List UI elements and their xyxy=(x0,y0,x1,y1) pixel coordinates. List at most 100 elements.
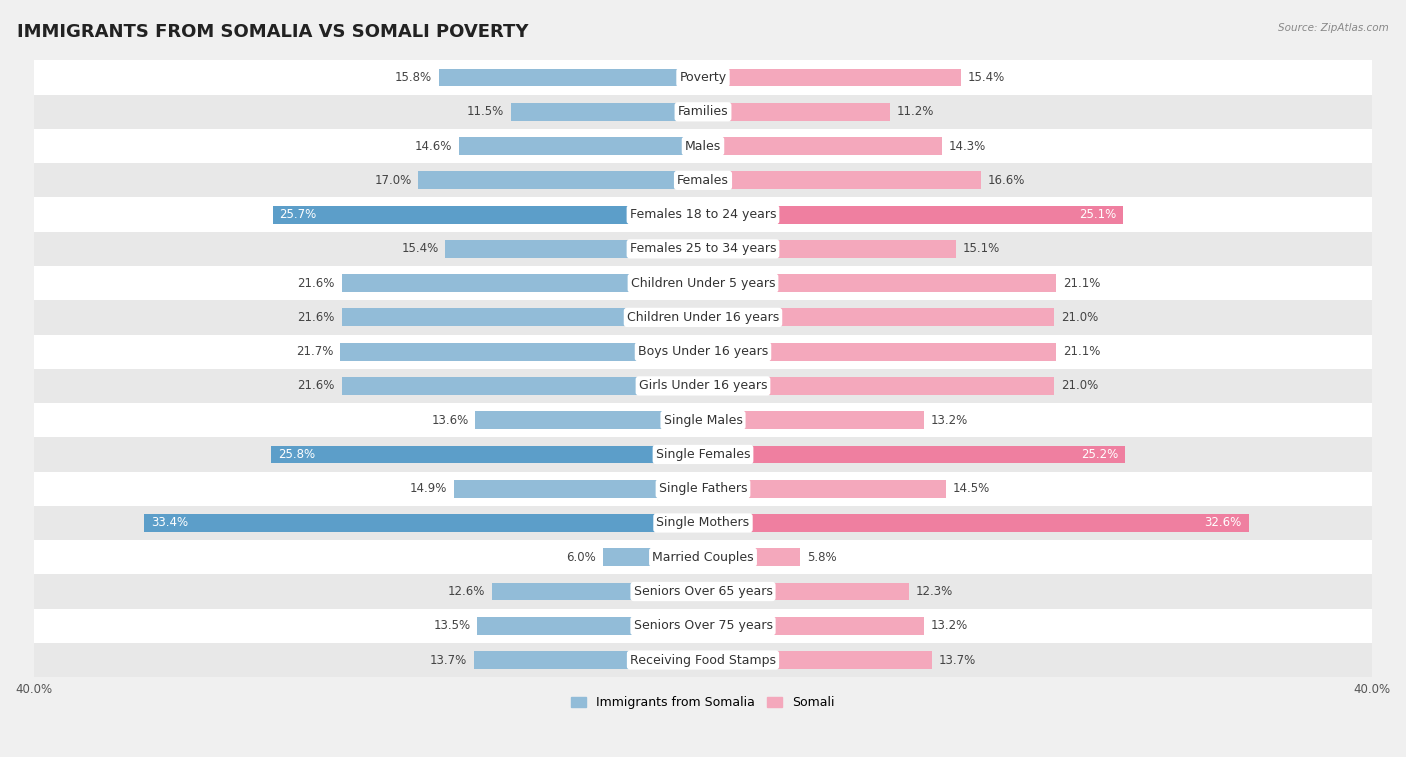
Text: 14.9%: 14.9% xyxy=(409,482,447,495)
Bar xyxy=(703,240,956,258)
Bar xyxy=(143,514,703,532)
Text: 21.6%: 21.6% xyxy=(298,276,335,290)
Text: 11.2%: 11.2% xyxy=(897,105,935,118)
Text: IMMIGRANTS FROM SOMALIA VS SOMALI POVERTY: IMMIGRANTS FROM SOMALIA VS SOMALI POVERT… xyxy=(17,23,529,41)
Bar xyxy=(34,472,1372,506)
Text: 17.0%: 17.0% xyxy=(374,174,412,187)
Bar xyxy=(703,548,800,566)
Bar xyxy=(34,301,1372,335)
Bar xyxy=(703,377,1054,395)
Text: Receiving Food Stamps: Receiving Food Stamps xyxy=(630,653,776,666)
Bar xyxy=(342,309,703,326)
Text: 13.7%: 13.7% xyxy=(430,653,467,666)
Bar xyxy=(703,69,960,86)
Text: Boys Under 16 years: Boys Under 16 years xyxy=(638,345,768,358)
Text: Married Couples: Married Couples xyxy=(652,551,754,564)
Text: 25.2%: 25.2% xyxy=(1081,448,1118,461)
Text: Children Under 16 years: Children Under 16 years xyxy=(627,311,779,324)
Bar xyxy=(446,240,703,258)
Bar xyxy=(340,343,703,360)
Text: Males: Males xyxy=(685,139,721,153)
Bar xyxy=(454,480,703,497)
Text: 13.2%: 13.2% xyxy=(931,413,967,427)
Text: Single Males: Single Males xyxy=(664,413,742,427)
Bar xyxy=(34,369,1372,403)
Text: 15.1%: 15.1% xyxy=(963,242,1000,255)
Bar xyxy=(34,438,1372,472)
Text: 14.5%: 14.5% xyxy=(952,482,990,495)
Text: 13.2%: 13.2% xyxy=(931,619,967,632)
Text: 25.8%: 25.8% xyxy=(278,448,315,461)
Text: 13.7%: 13.7% xyxy=(939,653,976,666)
Text: 15.8%: 15.8% xyxy=(395,71,432,84)
Bar xyxy=(34,643,1372,678)
Text: Single Fathers: Single Fathers xyxy=(659,482,747,495)
Text: 15.4%: 15.4% xyxy=(401,242,439,255)
Text: 21.1%: 21.1% xyxy=(1063,276,1101,290)
Text: 32.6%: 32.6% xyxy=(1205,516,1241,529)
Text: 21.6%: 21.6% xyxy=(298,311,335,324)
Text: 12.6%: 12.6% xyxy=(449,585,485,598)
Text: 13.5%: 13.5% xyxy=(433,619,471,632)
Text: Single Mothers: Single Mothers xyxy=(657,516,749,529)
Bar xyxy=(703,446,1125,463)
Bar xyxy=(34,266,1372,301)
Text: 14.3%: 14.3% xyxy=(949,139,986,153)
Bar xyxy=(703,343,1056,360)
Bar xyxy=(703,583,908,600)
Bar xyxy=(703,480,946,497)
Text: 21.6%: 21.6% xyxy=(298,379,335,392)
Text: Seniors Over 65 years: Seniors Over 65 years xyxy=(634,585,772,598)
Bar xyxy=(34,95,1372,129)
Bar xyxy=(34,506,1372,540)
Text: 15.4%: 15.4% xyxy=(967,71,1005,84)
Bar xyxy=(34,129,1372,164)
Text: Females: Females xyxy=(678,174,728,187)
Text: Girls Under 16 years: Girls Under 16 years xyxy=(638,379,768,392)
Bar xyxy=(703,309,1054,326)
Bar xyxy=(603,548,703,566)
Text: Families: Families xyxy=(678,105,728,118)
Bar xyxy=(510,103,703,120)
Bar xyxy=(703,651,932,669)
Text: Poverty: Poverty xyxy=(679,71,727,84)
Text: Seniors Over 75 years: Seniors Over 75 years xyxy=(634,619,772,632)
Bar xyxy=(475,411,703,429)
Bar xyxy=(439,69,703,86)
Text: 13.6%: 13.6% xyxy=(432,413,468,427)
Bar xyxy=(34,335,1372,369)
Bar xyxy=(34,540,1372,575)
Bar xyxy=(271,446,703,463)
Bar xyxy=(34,164,1372,198)
Text: Single Females: Single Females xyxy=(655,448,751,461)
Bar xyxy=(342,377,703,395)
Bar xyxy=(703,514,1249,532)
Bar xyxy=(342,274,703,292)
Text: 21.0%: 21.0% xyxy=(1062,311,1098,324)
Text: Source: ZipAtlas.com: Source: ZipAtlas.com xyxy=(1278,23,1389,33)
Text: 6.0%: 6.0% xyxy=(567,551,596,564)
Text: 11.5%: 11.5% xyxy=(467,105,503,118)
Bar xyxy=(419,171,703,189)
Text: 14.6%: 14.6% xyxy=(415,139,451,153)
Bar xyxy=(703,137,942,155)
Bar xyxy=(703,206,1123,223)
Bar xyxy=(474,651,703,669)
Text: 25.1%: 25.1% xyxy=(1080,208,1116,221)
Bar xyxy=(458,137,703,155)
Bar xyxy=(703,274,1056,292)
Text: Females 18 to 24 years: Females 18 to 24 years xyxy=(630,208,776,221)
Bar xyxy=(703,171,981,189)
Text: Females 25 to 34 years: Females 25 to 34 years xyxy=(630,242,776,255)
Bar xyxy=(34,403,1372,438)
Bar xyxy=(273,206,703,223)
Bar xyxy=(703,103,890,120)
Text: 16.6%: 16.6% xyxy=(987,174,1025,187)
Bar xyxy=(34,609,1372,643)
Text: 21.0%: 21.0% xyxy=(1062,379,1098,392)
Bar xyxy=(703,617,924,634)
Bar xyxy=(34,198,1372,232)
Text: 5.8%: 5.8% xyxy=(807,551,837,564)
Bar xyxy=(34,61,1372,95)
Text: 25.7%: 25.7% xyxy=(280,208,316,221)
